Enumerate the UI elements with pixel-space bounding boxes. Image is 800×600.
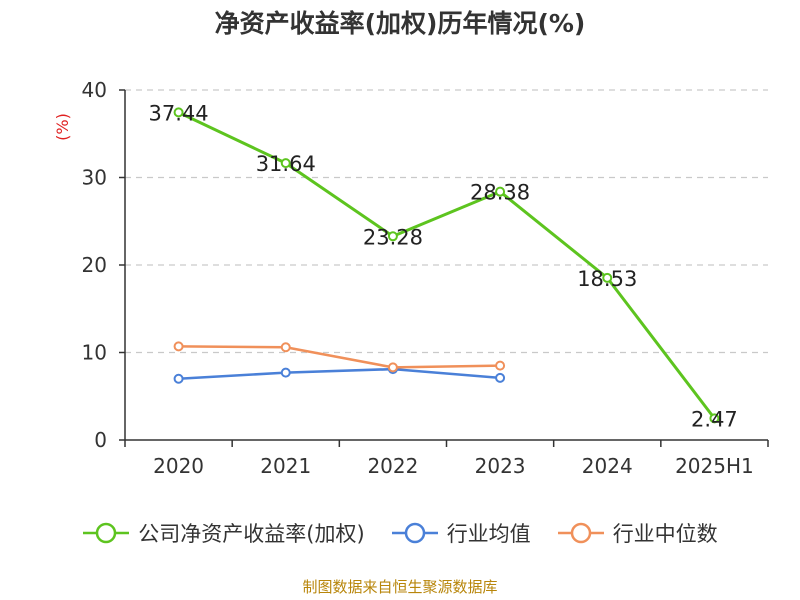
data-point-2 [495, 360, 506, 371]
data-label: 37.44 [149, 101, 209, 125]
data-point-0 [495, 186, 506, 197]
x-tick-label: 2024 [582, 454, 633, 478]
legend-item-1[interactable]: 行业均值 [391, 518, 531, 548]
data-label: 2.47 [691, 407, 738, 431]
y-tick-label: 30 [82, 166, 107, 190]
legend-item-2[interactable]: 行业中位数 [557, 518, 718, 548]
y-tick-label: 10 [82, 341, 107, 365]
data-point-0 [280, 158, 291, 169]
y-tick-label: 20 [82, 253, 107, 277]
data-label: 18.53 [577, 267, 637, 291]
data-point-0 [173, 107, 184, 118]
chart-title: 净资产收益率(加权)历年情况(%) [214, 9, 586, 38]
legend-line-circle-icon [83, 522, 130, 544]
series-line-1 [177, 367, 502, 381]
series-line-0 [177, 110, 716, 420]
legend-label: 行业中位数 [612, 522, 718, 546]
x-tick-label: 2025H1 [675, 454, 754, 478]
legend: 公司净资产收益率(加权) 行业均值 行业中位数 [0, 518, 800, 548]
x-tick-label: 2023 [475, 454, 526, 478]
data-point-2 [387, 362, 398, 373]
data-label: 31.64 [256, 152, 316, 176]
legend-label: 行业均值 [446, 522, 531, 546]
legend-label: 公司净资产收益率(加权) [138, 522, 365, 546]
x-tick-label: 2021 [260, 454, 311, 478]
y-tick-label: 0 [94, 428, 107, 452]
x-tick-label: 2020 [153, 454, 204, 478]
series-line-2 [177, 345, 502, 369]
data-point-2 [173, 341, 184, 352]
source-note: 制图数据来自恒生聚源数据库 [302, 578, 498, 596]
x-tick-label: 2022 [367, 454, 418, 478]
data-point-0 [387, 231, 398, 242]
data-point-1 [280, 367, 291, 378]
y-axis-unit-label: (%) [53, 113, 72, 141]
legend-line-circle-icon [391, 522, 438, 544]
data-point-1 [173, 373, 184, 384]
data-point-0 [709, 413, 720, 424]
data-point-2 [280, 342, 291, 353]
data-point-0 [602, 272, 613, 283]
legend-item-0[interactable]: 公司净资产收益率(加权) [82, 518, 365, 548]
legend-line-circle-icon [557, 522, 604, 544]
data-label: 28.38 [470, 181, 530, 205]
data-point-1 [495, 372, 506, 383]
data-label: 23.28 [363, 225, 423, 249]
y-tick-label: 40 [82, 78, 107, 102]
